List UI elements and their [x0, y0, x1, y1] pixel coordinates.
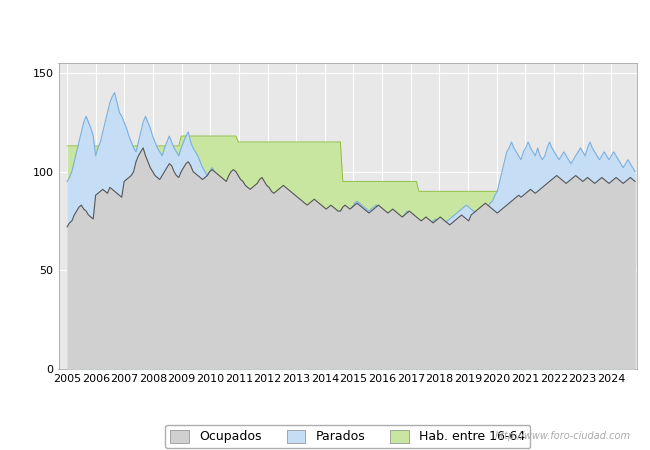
Legend: Ocupados, Parados, Hab. entre 16-64: Ocupados, Parados, Hab. entre 16-64 — [166, 425, 530, 449]
Text: Alarcón - Evolucion de la poblacion en edad de Trabajar Noviembre de 2024: Alarcón - Evolucion de la poblacion en e… — [60, 20, 590, 34]
Text: http://www.foro-ciudad.com: http://www.foro-ciudad.com — [495, 431, 630, 441]
